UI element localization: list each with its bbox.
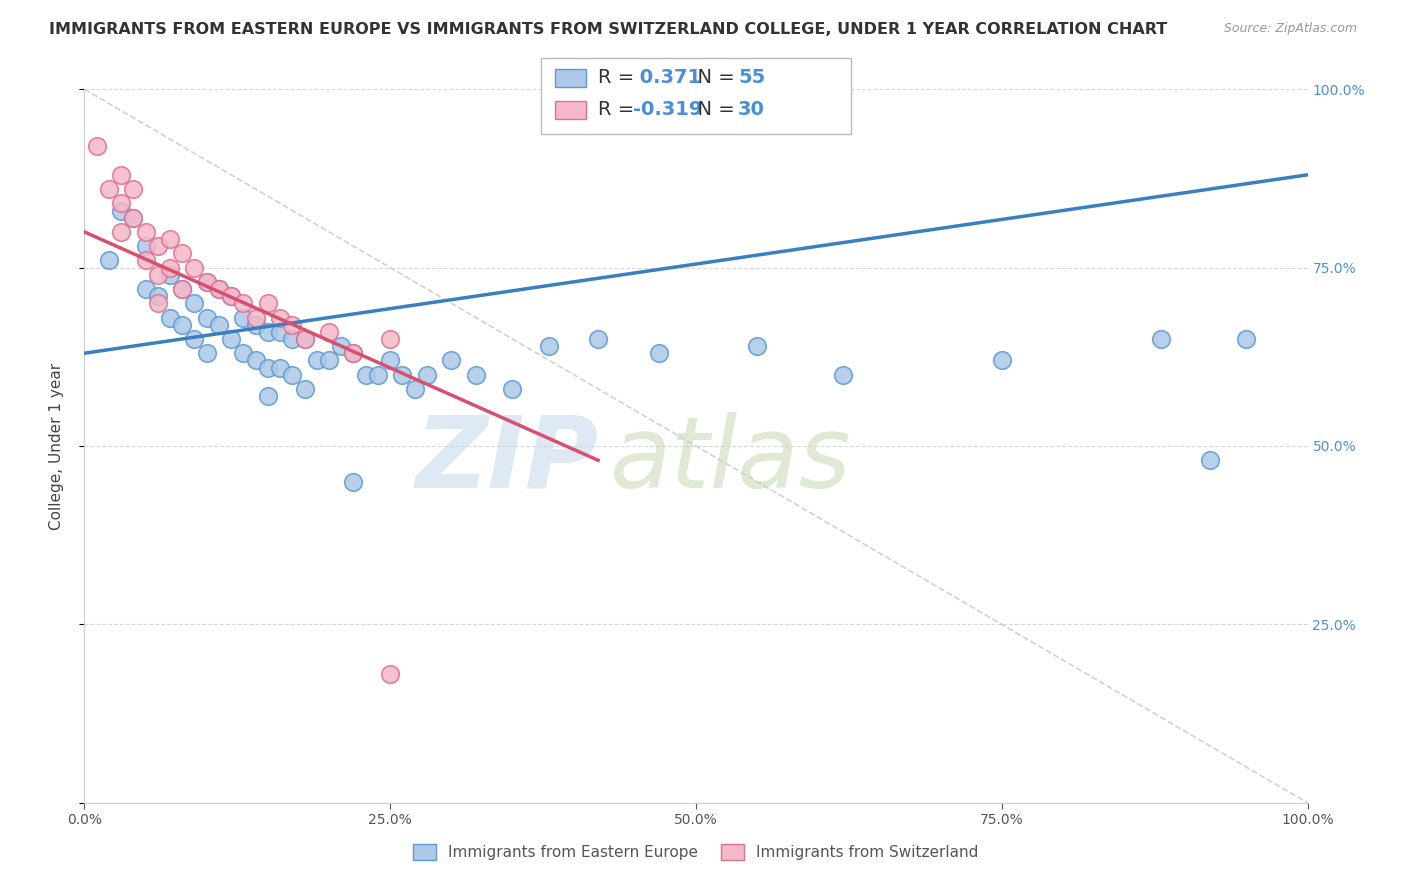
Point bbox=[172, 318, 194, 332]
Point bbox=[159, 310, 181, 325]
Point bbox=[1236, 332, 1258, 346]
Point bbox=[146, 239, 169, 253]
Point bbox=[367, 368, 389, 382]
Point bbox=[195, 275, 218, 289]
Point bbox=[281, 318, 304, 332]
Point bbox=[257, 389, 280, 403]
Point bbox=[219, 332, 242, 346]
Text: R =: R = bbox=[598, 68, 640, 87]
Point bbox=[257, 296, 280, 310]
Point bbox=[1150, 332, 1173, 346]
Point bbox=[294, 382, 316, 396]
Point bbox=[380, 332, 402, 346]
Point bbox=[648, 346, 671, 360]
Point bbox=[208, 318, 231, 332]
Point bbox=[86, 139, 108, 153]
Text: IMMIGRANTS FROM EASTERN EUROPE VS IMMIGRANTS FROM SWITZERLAND COLLEGE, UNDER 1 Y: IMMIGRANTS FROM EASTERN EUROPE VS IMMIGR… bbox=[49, 22, 1167, 37]
Point bbox=[380, 667, 402, 681]
Point bbox=[416, 368, 439, 382]
Point bbox=[135, 253, 157, 268]
Point bbox=[232, 346, 254, 360]
Text: -0.319: -0.319 bbox=[633, 100, 702, 120]
Legend: Immigrants from Eastern Europe, Immigrants from Switzerland: Immigrants from Eastern Europe, Immigran… bbox=[408, 838, 984, 866]
Point bbox=[183, 296, 205, 310]
Point bbox=[135, 282, 157, 296]
Point bbox=[183, 332, 205, 346]
Point bbox=[404, 382, 426, 396]
Text: N =: N = bbox=[685, 68, 741, 87]
Point bbox=[135, 225, 157, 239]
Point bbox=[330, 339, 353, 353]
Point bbox=[342, 475, 364, 489]
Point bbox=[464, 368, 486, 382]
Text: 55: 55 bbox=[738, 68, 765, 87]
Point bbox=[172, 282, 194, 296]
Point bbox=[502, 382, 524, 396]
Point bbox=[146, 296, 169, 310]
Text: 0.371: 0.371 bbox=[633, 68, 700, 87]
Point bbox=[110, 203, 132, 218]
Point bbox=[440, 353, 463, 368]
Text: 30: 30 bbox=[738, 100, 765, 120]
Point bbox=[135, 239, 157, 253]
Point bbox=[97, 253, 120, 268]
Point bbox=[195, 275, 218, 289]
Point bbox=[208, 282, 231, 296]
Point bbox=[538, 339, 561, 353]
Point bbox=[380, 353, 402, 368]
Point bbox=[747, 339, 769, 353]
Point bbox=[294, 332, 316, 346]
Point bbox=[208, 282, 231, 296]
Point bbox=[122, 182, 145, 196]
Point bbox=[281, 332, 304, 346]
Point bbox=[318, 353, 340, 368]
Point bbox=[342, 346, 364, 360]
Point bbox=[269, 310, 291, 325]
Point bbox=[195, 346, 218, 360]
Point bbox=[159, 260, 181, 275]
Y-axis label: College, Under 1 year: College, Under 1 year bbox=[49, 362, 63, 530]
Text: N =: N = bbox=[685, 100, 741, 120]
Point bbox=[318, 325, 340, 339]
Point bbox=[232, 296, 254, 310]
Text: R =: R = bbox=[598, 100, 640, 120]
Point bbox=[1198, 453, 1220, 467]
Point bbox=[122, 211, 145, 225]
Point bbox=[110, 225, 132, 239]
Point bbox=[281, 368, 304, 382]
Point bbox=[159, 268, 181, 282]
Point bbox=[172, 246, 194, 260]
Point bbox=[305, 353, 328, 368]
Point bbox=[257, 325, 280, 339]
Text: atlas: atlas bbox=[610, 412, 852, 508]
Point bbox=[110, 196, 132, 211]
Point bbox=[245, 310, 267, 325]
Text: Source: ZipAtlas.com: Source: ZipAtlas.com bbox=[1223, 22, 1357, 36]
Point bbox=[195, 310, 218, 325]
Point bbox=[991, 353, 1014, 368]
Point bbox=[146, 268, 169, 282]
Point bbox=[146, 289, 169, 303]
Point bbox=[342, 346, 364, 360]
Point bbox=[586, 332, 609, 346]
Point bbox=[172, 282, 194, 296]
Point bbox=[159, 232, 181, 246]
Point bbox=[257, 360, 280, 375]
Point bbox=[219, 289, 242, 303]
Point bbox=[831, 368, 853, 382]
Point bbox=[245, 353, 267, 368]
Point bbox=[97, 182, 120, 196]
Point bbox=[391, 368, 413, 382]
Point bbox=[245, 318, 267, 332]
Text: ZIP: ZIP bbox=[415, 412, 598, 508]
Point bbox=[183, 260, 205, 275]
Point bbox=[294, 332, 316, 346]
Point bbox=[269, 325, 291, 339]
Point bbox=[219, 289, 242, 303]
Point bbox=[122, 211, 145, 225]
Point bbox=[232, 310, 254, 325]
Point bbox=[269, 360, 291, 375]
Point bbox=[110, 168, 132, 182]
Point bbox=[354, 368, 377, 382]
